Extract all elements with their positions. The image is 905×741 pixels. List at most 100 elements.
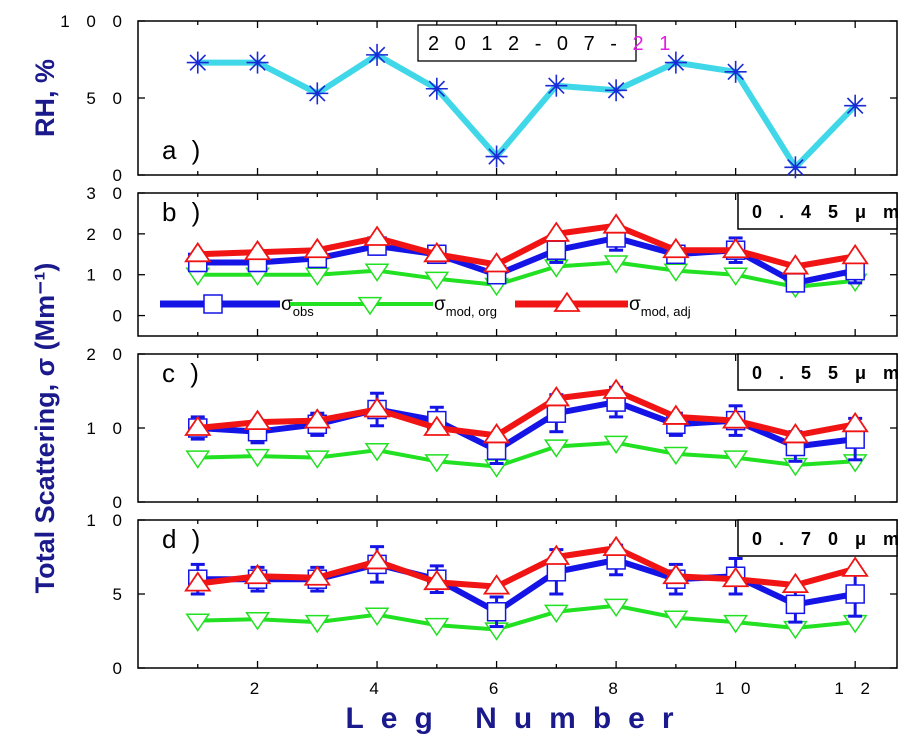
org-marker <box>245 611 270 631</box>
x-tick-label: 4 <box>369 679 384 698</box>
adj-marker <box>184 571 212 592</box>
adj-marker <box>303 237 331 259</box>
y-tick-label: 2 0 <box>86 345 128 364</box>
wavelength-box <box>737 192 898 230</box>
org-marker <box>424 454 450 473</box>
date-label: 2 0 1 2 - 0 7 - 2 1 <box>428 33 675 55</box>
wavelength-box <box>737 519 898 557</box>
org-marker <box>304 450 330 469</box>
legend-label-adj: σmod, adj <box>629 294 691 319</box>
obs-marker <box>546 403 567 423</box>
obs-marker <box>546 240 567 260</box>
org-marker <box>723 450 749 469</box>
adj-marker <box>841 556 869 577</box>
wavelength-label: 0 . 5 5 μ m <box>752 363 905 383</box>
adj-marker <box>423 569 451 591</box>
rh-marker-stroke <box>727 63 744 81</box>
x-tick-label: 1 0 <box>715 679 757 698</box>
rh-marker <box>605 79 628 102</box>
legend-subscript: obs <box>293 304 314 319</box>
org-marker <box>364 607 390 626</box>
adj-marker <box>781 572 810 594</box>
rh-marker <box>844 94 867 117</box>
y-tick-label: 5 <box>113 585 128 604</box>
rh-marker-stroke <box>667 54 685 71</box>
y-tick-label: 1 0 0 <box>60 12 128 31</box>
rh-marker <box>425 77 448 100</box>
adj-marker <box>303 408 331 429</box>
y-tick-label: 1 0 <box>86 419 128 438</box>
panel-frame <box>137 192 898 337</box>
adj-marker <box>841 243 869 265</box>
legend: σobs σmod, org σmod, adj <box>160 291 691 319</box>
adj-marker <box>363 397 391 418</box>
legend-marker-org <box>357 296 383 316</box>
org-marker <box>603 598 629 618</box>
adj-marker <box>602 213 630 234</box>
org-line <box>197 440 856 469</box>
rh-marker <box>306 82 329 105</box>
rh-marker-stroke <box>548 77 565 94</box>
org-marker <box>304 614 330 634</box>
y-tick-label: 2 0 <box>86 225 128 244</box>
x-tick-label: 6 <box>489 679 504 698</box>
adj-marker <box>781 254 810 275</box>
rh-marker <box>485 145 508 168</box>
y-tick-label: 1 0 <box>86 511 128 530</box>
org-marker <box>543 604 569 624</box>
adj-marker <box>482 574 511 595</box>
adj-marker <box>662 404 690 425</box>
org-marker <box>663 610 689 629</box>
org-marker <box>304 267 330 286</box>
org-marker <box>603 435 629 455</box>
org-marker <box>603 255 629 274</box>
y-tick-label: 0 <box>113 307 128 326</box>
obs-marker <box>845 260 865 281</box>
adj-marker <box>423 415 451 436</box>
rh-marker-stroke <box>488 148 505 165</box>
obs-marker <box>486 440 507 460</box>
y-tick-label: 5 0 <box>86 89 128 108</box>
obs-marker <box>546 562 567 582</box>
date-highlight: 2 1 <box>633 33 676 55</box>
rh-marker <box>784 156 807 179</box>
legend-marker-obs <box>203 294 223 314</box>
panel-a: 0 5 0 1 0 0 a ) 2 0 1 2 - 0 7 - 2 1 <box>60 12 898 185</box>
org-marker <box>185 613 211 632</box>
org-marker <box>245 448 270 468</box>
panel-c: 0 1 0 2 0 c ) 0 . 5 5 μ m <box>86 345 905 512</box>
panel-label: d ) <box>162 524 204 554</box>
wavelength-label: 0 . 7 0 μ m <box>752 529 905 549</box>
org-marker <box>424 617 450 637</box>
adj-marker <box>662 563 690 585</box>
adj-marker <box>602 378 630 399</box>
panel-label: c ) <box>162 358 203 388</box>
rh-marker-stroke <box>309 85 326 102</box>
legend-subscript: mod, org <box>446 304 497 319</box>
legend-sigma: σ <box>281 294 293 315</box>
date-box <box>417 24 637 62</box>
panel-d: 0 5 1 0 d ) 0 . 7 0 μ m <box>86 511 905 678</box>
wavelength-label: 0 . 4 5 μ m <box>752 202 905 222</box>
rh-marker-stroke <box>846 97 864 114</box>
rh-marker <box>724 60 747 83</box>
adj-marker <box>542 544 571 565</box>
legend-sigma: σ <box>434 294 446 315</box>
obs-marker <box>845 584 865 604</box>
y-tick-label: 0 <box>113 659 128 678</box>
rh-marker-stroke <box>368 46 386 64</box>
legend-label-org: σmod, org <box>434 294 497 319</box>
date-prefix: 2 0 1 2 - 0 7 - <box>428 33 633 55</box>
legend-subscript: mod, adj <box>641 304 691 319</box>
legend-sigma: σ <box>629 294 641 315</box>
x-tick-label: 8 <box>608 679 623 698</box>
adj-marker <box>841 411 869 433</box>
rh-marker-stroke <box>428 80 446 98</box>
obs-marker <box>845 429 865 449</box>
adj-marker <box>721 237 750 259</box>
rh-axis-title: RH, % <box>30 59 60 137</box>
panel-label: a ) <box>162 135 204 165</box>
org-marker <box>364 263 390 282</box>
